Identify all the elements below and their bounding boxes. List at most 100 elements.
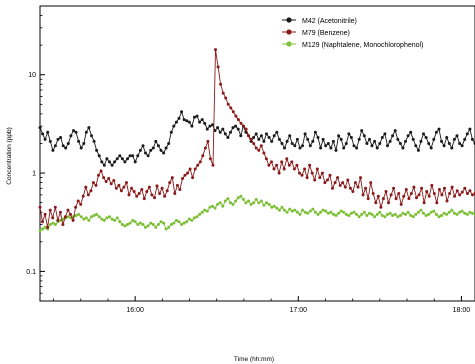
data-point [84,130,88,134]
data-point [234,124,238,128]
data-point [254,132,258,136]
data-point [450,208,454,212]
data-point [283,208,286,212]
data-point [135,194,139,198]
data-point [425,190,429,193]
y-tick-label: 1 [32,171,36,178]
data-point [465,192,469,195]
data-point [300,173,304,177]
data-point [244,201,248,205]
data-point [92,139,96,143]
data-point [146,154,150,158]
data-point [82,142,86,145]
data-point [182,221,186,225]
data-point [329,146,333,150]
data-point [239,121,243,125]
data-point [131,154,135,158]
data-point [198,212,202,216]
data-point [338,183,342,187]
data-point [416,148,420,152]
data-point [43,225,47,229]
y-tick-label: 0.1 [26,269,36,276]
data-point [216,65,220,69]
data-point [138,221,142,225]
data-point [206,139,210,143]
data-point [339,209,343,213]
data-point [200,210,204,214]
data-point [406,134,410,138]
data-point [391,134,395,138]
data-point [290,209,294,213]
data-point [298,171,301,175]
data-point [198,160,202,164]
legend-marker-m79 [286,29,292,35]
data-point [48,139,52,143]
data-point [252,201,256,205]
data-point [362,134,366,138]
data-point [349,136,353,139]
data-point [141,144,145,148]
data-point [460,144,464,148]
series-0 [38,110,475,167]
data-point [192,216,196,220]
data-point [254,197,258,201]
data-point [183,173,187,177]
data-point [91,181,95,185]
series-1 [38,48,475,229]
data-point [298,146,302,150]
data-point [277,171,281,175]
data-point [126,223,129,226]
data-point [463,137,467,141]
data-point [270,139,274,143]
data-point [115,216,119,220]
data-point [185,119,189,123]
data-point [120,223,124,226]
data-point [404,212,407,216]
data-point [419,139,423,143]
data-point [275,130,279,134]
data-point [277,137,281,141]
data-point [310,171,314,175]
data-point [323,181,327,185]
data-point [81,194,85,198]
data-point [344,212,348,216]
data-point [198,120,202,124]
data-point [387,201,390,205]
data-point [295,210,299,214]
data-point [43,137,47,141]
data-point [216,126,220,130]
data-point [440,214,443,217]
data-point [51,216,55,220]
data-point [213,129,217,133]
data-point [87,218,91,222]
data-point [362,210,366,214]
data-point [236,127,240,131]
data-point [287,163,291,167]
legend-entry-m129: M129 (Naphtalene, Monochlorophenol) [282,41,423,49]
series-line [39,49,475,228]
data-point [282,167,286,171]
data-point [105,216,109,220]
data-point [110,217,114,221]
legend: M42 (Acetonitrile) M79 (Benzene) M129 (N… [282,17,423,49]
data-point [339,137,343,141]
data-point [257,201,261,205]
data-point [107,177,111,180]
data-point [115,157,119,161]
data-point [334,214,338,217]
data-point [249,137,253,141]
data-point [361,193,365,197]
data-point [153,196,156,200]
data-point [463,211,467,215]
data-point [195,114,199,118]
data-point [84,216,88,220]
data-point [290,142,294,145]
data-point [447,210,451,214]
data-point [138,148,142,152]
legend-label-m129: M129 (Naphtalene, Monochlorophenol) [302,42,423,49]
data-point [401,146,405,150]
data-point [133,220,137,224]
data-point [308,163,312,167]
data-point [373,215,377,219]
data-point [368,211,371,215]
